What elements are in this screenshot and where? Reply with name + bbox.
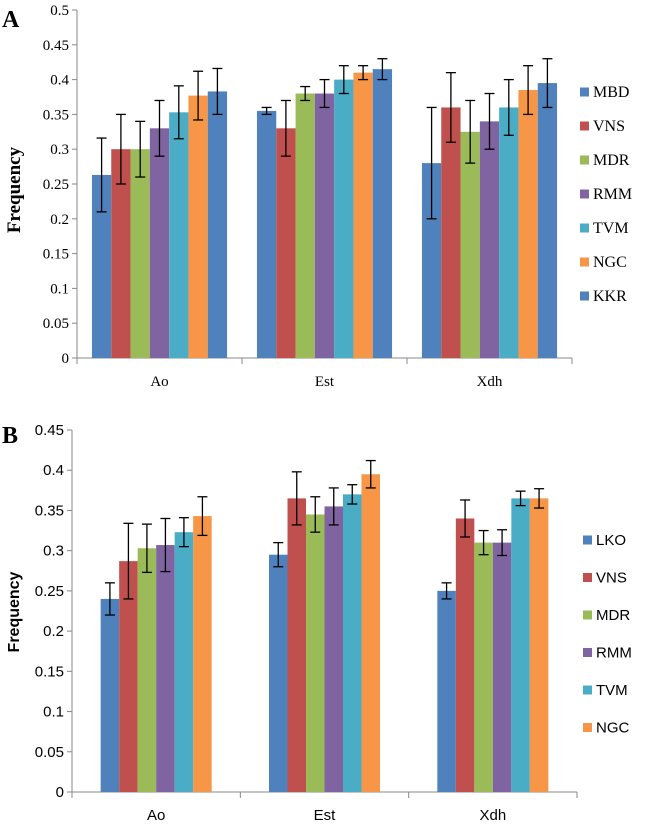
legend-label: RMM: [596, 645, 632, 662]
bar: [119, 561, 138, 792]
legend-swatch: [580, 257, 589, 267]
legend-label: MDR: [596, 607, 630, 624]
legend-swatch: [580, 291, 589, 301]
legend-swatch: [583, 535, 592, 545]
bar: [276, 128, 296, 358]
bar: [269, 554, 288, 792]
y-tick-label: 0.25: [35, 583, 64, 600]
y-tick-label: 0.35: [35, 502, 64, 519]
legend-swatch: [580, 189, 589, 199]
bar: [169, 112, 189, 358]
y-tick-label: 0.2: [50, 212, 69, 228]
legend-label: TVM: [593, 220, 629, 237]
bar: [511, 498, 530, 792]
bar: [91, 174, 112, 358]
bar: [156, 545, 175, 792]
bar: [437, 590, 456, 792]
bar: [441, 107, 461, 358]
y-axis-label: Frequency: [6, 571, 23, 652]
legend-swatch: [583, 610, 592, 620]
bar: [188, 95, 208, 358]
x-tick-label: Xdh: [477, 374, 503, 390]
y-tick-label: 0.5: [50, 3, 69, 19]
chart-a: A Frequency 0 0.05 0.1 0.15 0.2 0.25 0.3 0.35 0.4 0…: [2, 3, 632, 390]
legend-label: NGC: [593, 254, 627, 271]
bar: [324, 506, 343, 792]
legend-label: VNS: [593, 118, 625, 135]
y-axis-label: Frequency: [4, 146, 25, 233]
panel-label: A: [2, 7, 20, 33]
bar: [295, 93, 315, 359]
bar: [518, 90, 538, 358]
bar: [372, 69, 393, 358]
y-tick-label: 0.15: [35, 663, 64, 680]
bar: [111, 149, 131, 358]
bar: [314, 93, 335, 359]
x-tick-label: Ao: [147, 807, 165, 824]
y-tick-label: 0.3: [50, 142, 69, 158]
bar: [474, 542, 493, 792]
bar: [421, 163, 442, 358]
bar: [492, 542, 512, 792]
bar: [460, 131, 480, 358]
y-tick-label: 0.05: [43, 316, 69, 332]
y-tick-label: 0.1: [43, 704, 64, 721]
legend-swatch: [583, 723, 592, 732]
bar: [353, 72, 373, 358]
y-tick-label: 0.35: [43, 107, 69, 123]
legend-label: TVM: [596, 682, 628, 699]
y-tick-label: 0.2: [43, 623, 64, 640]
bar: [149, 128, 170, 358]
bar: [455, 518, 475, 792]
bar: [479, 121, 500, 358]
y-tick-label: 0.25: [43, 177, 69, 193]
x-tick-label: Xdh: [479, 807, 506, 824]
y-tick-label: 0.15: [43, 247, 69, 263]
y-tick-label: 0: [62, 351, 70, 367]
legend-swatch: [580, 87, 589, 97]
bar: [130, 149, 150, 358]
x-tick-label: Est: [315, 374, 335, 390]
chart-b: B Frequency 0 0.05 0.1 0.15 0.2 0.25 0.3 0.35 0.4 0…: [2, 422, 632, 824]
bar: [256, 110, 277, 358]
legend-swatch: [580, 223, 589, 233]
bar: [537, 83, 558, 358]
y-tick-label: 0: [56, 784, 64, 801]
panel-label: B: [2, 423, 18, 449]
legend-label: MBD: [593, 84, 629, 101]
bar: [193, 516, 212, 792]
bar: [529, 498, 549, 792]
legend-label: KKR: [593, 288, 627, 305]
bar: [137, 548, 157, 792]
y-tick-label: 0.45: [43, 38, 69, 54]
bar: [499, 107, 519, 358]
y-tick-label: 0.4: [43, 462, 64, 479]
y-tick-label: 0.45: [35, 422, 64, 439]
legend-swatch: [580, 121, 589, 131]
legend-label: RMM: [593, 186, 632, 203]
bar: [100, 598, 120, 792]
bar: [287, 498, 306, 792]
legend-label: NGC: [596, 720, 630, 737]
bar: [174, 532, 194, 792]
legend-swatch: [583, 685, 592, 695]
y-tick-label: 0.1: [50, 281, 69, 297]
bar: [207, 91, 228, 358]
legend-label: VNS: [596, 570, 627, 587]
y-tick-label: 0.3: [43, 543, 64, 560]
y-tick-label: 0.4: [50, 73, 69, 89]
legend-swatch: [583, 573, 592, 582]
x-tick-label: Est: [314, 807, 337, 824]
bar: [306, 514, 325, 792]
bar: [361, 474, 380, 792]
y-tick-label: 0.05: [35, 744, 64, 761]
x-tick-label: Ao: [150, 374, 168, 390]
bar: [343, 494, 362, 792]
legend-label: LKO: [596, 532, 626, 549]
legend-swatch: [580, 155, 589, 165]
legend-swatch: [583, 648, 592, 657]
bar: [334, 79, 354, 358]
legend-label: MDR: [593, 152, 630, 169]
